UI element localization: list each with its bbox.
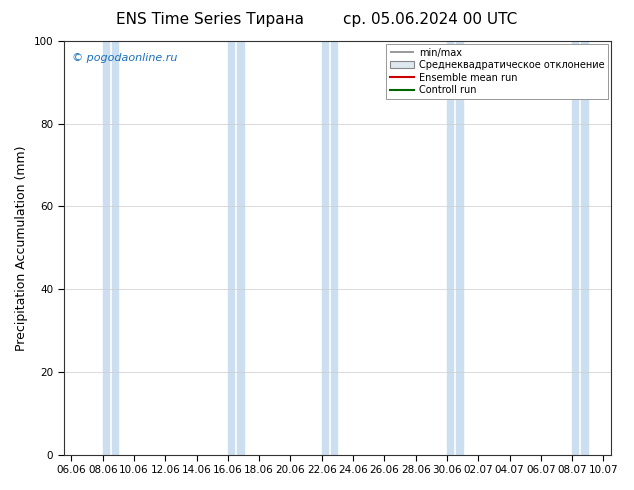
Bar (331, 41, 337, 455)
Text: © pogodaonline.ru: © pogodaonline.ru (72, 53, 177, 64)
Bar (572, 41, 578, 455)
Bar (322, 41, 328, 455)
Bar (112, 41, 119, 455)
Bar (456, 41, 463, 455)
Bar (237, 41, 243, 455)
Legend: min/max, Среднеквадратическое отклонение, Ensemble mean run, Controll run: min/max, Среднеквадратическое отклонение… (385, 44, 608, 99)
Bar (581, 41, 588, 455)
Text: ENS Time Series Тирана        ср. 05.06.2024 00 UTC: ENS Time Series Тирана ср. 05.06.2024 00… (117, 12, 517, 27)
Y-axis label: Precipitation Accumulation (mm): Precipitation Accumulation (mm) (15, 145, 28, 350)
Bar (103, 41, 109, 455)
Bar (228, 41, 234, 455)
Bar (447, 41, 453, 455)
